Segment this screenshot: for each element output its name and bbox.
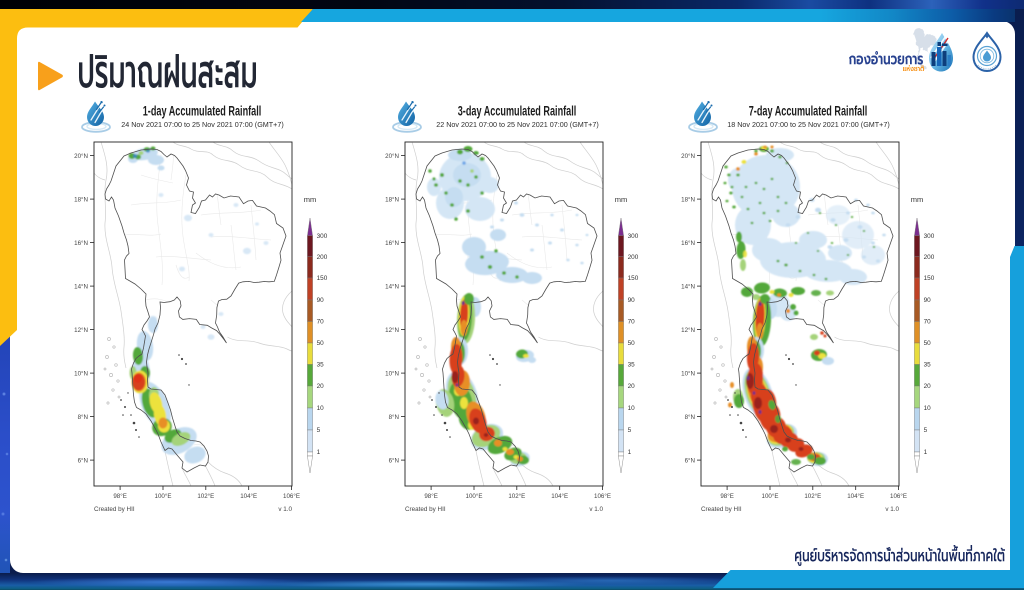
svg-text:35: 35 bbox=[316, 362, 324, 369]
svg-text:10°N: 10°N bbox=[74, 370, 88, 377]
svg-text:300: 300 bbox=[627, 233, 638, 240]
svg-text:12°N: 12°N bbox=[385, 327, 399, 334]
svg-text:6°N: 6°N bbox=[388, 457, 398, 464]
svg-text:12°N: 12°N bbox=[681, 327, 695, 334]
svg-text:200: 200 bbox=[316, 254, 327, 261]
svg-text:104°E: 104°E bbox=[240, 493, 257, 500]
svg-text:mm: mm bbox=[303, 195, 316, 204]
svg-text:10: 10 bbox=[627, 405, 635, 412]
svg-text:1: 1 bbox=[923, 449, 927, 456]
svg-text:106°E: 106°E bbox=[283, 493, 300, 500]
svg-text:100°E: 100°E bbox=[154, 493, 171, 500]
svg-text:5: 5 bbox=[627, 427, 631, 434]
svg-text:70: 70 bbox=[627, 319, 635, 326]
svg-text:50: 50 bbox=[923, 340, 931, 347]
svg-text:v 1.0: v 1.0 bbox=[589, 506, 603, 513]
svg-text:102°E: 102°E bbox=[804, 493, 821, 500]
svg-text:200: 200 bbox=[627, 254, 638, 261]
svg-text:Created by HII: Created by HII bbox=[701, 506, 742, 513]
svg-text:35: 35 bbox=[923, 362, 931, 369]
svg-text:8°N: 8°N bbox=[77, 414, 87, 421]
svg-text:mm: mm bbox=[614, 195, 627, 204]
svg-text:5: 5 bbox=[316, 427, 320, 434]
svg-text:10: 10 bbox=[923, 405, 931, 412]
svg-text:90: 90 bbox=[627, 297, 635, 304]
svg-text:70: 70 bbox=[316, 319, 324, 326]
svg-text:Created by HII: Created by HII bbox=[94, 506, 135, 513]
svg-text:1: 1 bbox=[316, 449, 320, 456]
svg-text:104°E: 104°E bbox=[847, 493, 864, 500]
svg-text:18°N: 18°N bbox=[681, 196, 695, 203]
svg-text:98°E: 98°E bbox=[424, 493, 437, 500]
svg-text:22 Nov 2021 07:00 to 25 Nov 20: 22 Nov 2021 07:00 to 25 Nov 2021 07:00 (… bbox=[436, 120, 599, 129]
svg-text:6°N: 6°N bbox=[685, 457, 695, 464]
svg-text:6°N: 6°N bbox=[77, 457, 87, 464]
svg-text:1: 1 bbox=[627, 449, 631, 456]
svg-text:50: 50 bbox=[627, 340, 635, 347]
svg-text:100°E: 100°E bbox=[465, 493, 482, 500]
svg-text:20°N: 20°N bbox=[74, 153, 88, 160]
svg-text:50: 50 bbox=[316, 340, 324, 347]
svg-text:1-day Accumulated Rainfall: 1-day Accumulated Rainfall bbox=[142, 104, 261, 119]
svg-text:14°N: 14°N bbox=[681, 283, 695, 290]
svg-text:70: 70 bbox=[923, 319, 931, 326]
svg-text:Created by HII: Created by HII bbox=[405, 506, 446, 513]
svg-text:98°E: 98°E bbox=[720, 493, 733, 500]
svg-text:102°E: 102°E bbox=[197, 493, 214, 500]
svg-text:200: 200 bbox=[923, 254, 934, 261]
svg-text:24 Nov 2021 07:00 to 25 Nov 20: 24 Nov 2021 07:00 to 25 Nov 2021 07:00 (… bbox=[121, 120, 284, 129]
svg-text:14°N: 14°N bbox=[385, 283, 399, 290]
svg-text:102°E: 102°E bbox=[508, 493, 525, 500]
svg-text:150: 150 bbox=[923, 275, 934, 282]
svg-text:150: 150 bbox=[316, 275, 327, 282]
svg-text:20: 20 bbox=[923, 383, 931, 390]
svg-text:90: 90 bbox=[316, 297, 324, 304]
svg-text:v 1.0: v 1.0 bbox=[278, 506, 292, 513]
svg-text:106°E: 106°E bbox=[594, 493, 611, 500]
svg-text:300: 300 bbox=[923, 233, 934, 240]
svg-text:16°N: 16°N bbox=[74, 240, 88, 247]
svg-text:18 Nov 2021 07:00 to 25 Nov 20: 18 Nov 2021 07:00 to 25 Nov 2021 07:00 (… bbox=[727, 120, 890, 129]
svg-text:35: 35 bbox=[627, 362, 635, 369]
svg-text:20: 20 bbox=[316, 383, 324, 390]
svg-text:8°N: 8°N bbox=[685, 414, 695, 421]
svg-text:16°N: 16°N bbox=[681, 240, 695, 247]
svg-text:8°N: 8°N bbox=[388, 414, 398, 421]
svg-text:10: 10 bbox=[316, 405, 324, 412]
svg-text:20°N: 20°N bbox=[681, 153, 695, 160]
svg-text:v 1.0: v 1.0 bbox=[885, 506, 899, 513]
svg-text:14°N: 14°N bbox=[74, 283, 88, 290]
svg-text:3-day Accumulated Rainfall: 3-day Accumulated Rainfall bbox=[457, 104, 576, 119]
svg-text:104°E: 104°E bbox=[551, 493, 568, 500]
svg-text:18°N: 18°N bbox=[385, 196, 399, 203]
svg-text:90: 90 bbox=[923, 297, 931, 304]
svg-text:7-day Accumulated Rainfall: 7-day Accumulated Rainfall bbox=[749, 104, 868, 119]
svg-text:10°N: 10°N bbox=[385, 370, 399, 377]
svg-text:16°N: 16°N bbox=[385, 240, 399, 247]
svg-text:mm: mm bbox=[911, 195, 924, 204]
svg-text:20°N: 20°N bbox=[385, 153, 399, 160]
svg-text:12°N: 12°N bbox=[74, 327, 88, 334]
svg-text:98°E: 98°E bbox=[113, 493, 126, 500]
svg-text:300: 300 bbox=[316, 233, 327, 240]
svg-text:20: 20 bbox=[627, 383, 635, 390]
svg-text:18°N: 18°N bbox=[74, 196, 88, 203]
svg-text:100°E: 100°E bbox=[761, 493, 778, 500]
svg-text:106°E: 106°E bbox=[890, 493, 907, 500]
svg-text:5: 5 bbox=[923, 427, 927, 434]
svg-text:10°N: 10°N bbox=[681, 370, 695, 377]
svg-text:150: 150 bbox=[627, 275, 638, 282]
